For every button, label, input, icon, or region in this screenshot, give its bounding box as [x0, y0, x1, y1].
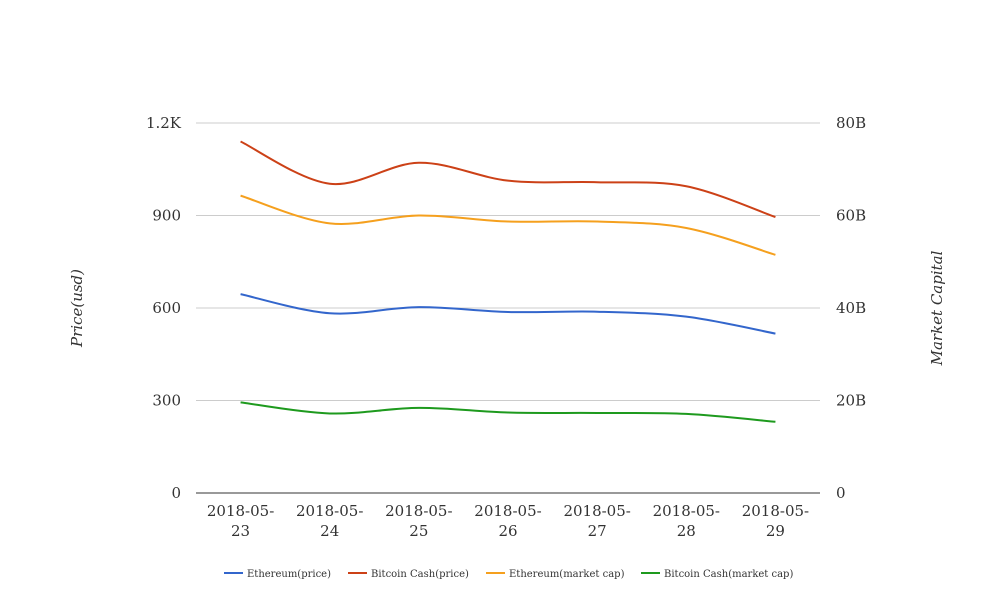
series-line-2 — [240, 140, 776, 218]
legend-label: Ethereum(price) — [247, 569, 331, 580]
legend-item-3: Ethereum(market cap) — [486, 569, 625, 580]
legend-label: Ethereum(market cap) — [509, 569, 625, 580]
series-lines — [240, 140, 776, 423]
left-tick-label: 900 — [152, 207, 181, 225]
series-line-1 — [240, 293, 776, 335]
right-tick-label: 0 — [836, 484, 846, 502]
right-tick-label: 20B — [836, 392, 866, 410]
x-tick-label: 2018-05-23 — [207, 502, 274, 540]
right-axis-ticks: 0 20B 40B 60B 80B — [836, 114, 866, 502]
x-tick-label: 2018-05-27 — [563, 502, 630, 540]
left-axis-ticks: 0 300 600 900 1.2K — [146, 114, 182, 502]
left-tick-label: 1.2K — [146, 114, 182, 132]
right-tick-label: 40B — [836, 299, 866, 317]
right-axis-title: Market Capital — [928, 250, 946, 366]
legend-item-2: Bitcoin Cash(price) — [348, 569, 469, 580]
legend-item-4: Bitcoin Cash(market cap) — [641, 569, 793, 580]
left-tick-label: 600 — [152, 299, 181, 317]
x-tick-label: 2018-05-25 — [385, 502, 452, 540]
left-tick-label: 300 — [152, 392, 181, 410]
x-tick-label: 2018-05-28 — [653, 502, 720, 540]
legend-item-1: Ethereum(price) — [224, 569, 331, 580]
left-tick-label: 0 — [171, 484, 181, 502]
legend-label: Bitcoin Cash(market cap) — [664, 569, 793, 580]
series-line-4 — [240, 401, 776, 423]
x-axis-ticks: 2018-05-23 2018-05-24 2018-05-25 2018-05-26… — [207, 502, 809, 540]
x-tick-label: 2018-05-24 — [296, 502, 363, 540]
x-tick-label: 2018-05-26 — [474, 502, 541, 540]
legend: Ethereum(price) Bitcoin Cash(price) Ethere… — [224, 569, 793, 580]
series-line-3 — [240, 194, 776, 256]
legend-label: Bitcoin Cash(price) — [371, 569, 469, 580]
right-tick-label: 60B — [836, 207, 866, 225]
x-tick-label: 2018-05-29 — [742, 502, 809, 540]
left-axis-title: Price(usd) — [68, 269, 86, 348]
gridlines — [196, 122, 820, 494]
right-tick-label: 80B — [836, 114, 866, 132]
